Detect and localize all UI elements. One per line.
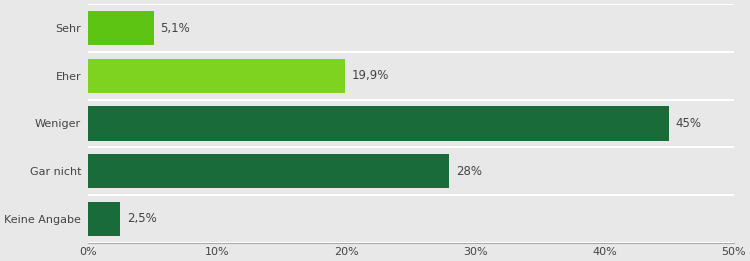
- Text: 5,1%: 5,1%: [160, 21, 190, 34]
- Bar: [88, 106, 669, 141]
- Text: 2,5%: 2,5%: [127, 212, 157, 225]
- Text: 45%: 45%: [676, 117, 701, 130]
- Bar: [88, 154, 449, 188]
- Text: 28%: 28%: [456, 165, 482, 178]
- Bar: [88, 58, 345, 93]
- Bar: [88, 202, 120, 236]
- Bar: [88, 11, 154, 45]
- Text: 19,9%: 19,9%: [351, 69, 388, 82]
